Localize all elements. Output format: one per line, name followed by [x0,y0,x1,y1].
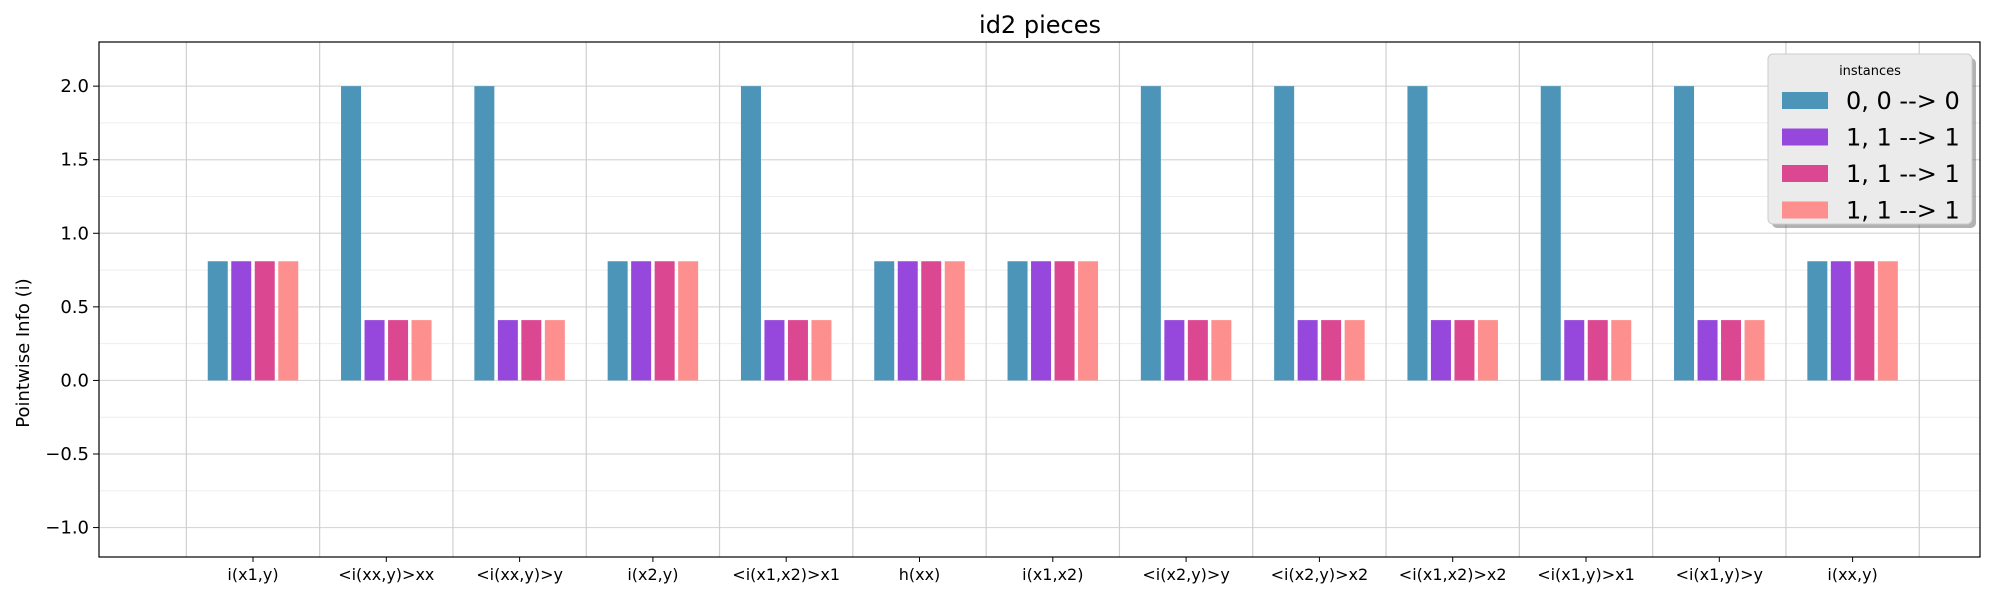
bar [921,261,942,381]
chart-title: id2 pieces [979,11,1101,39]
bar [787,320,808,381]
plot-frame [98,41,1981,558]
bar [1854,261,1875,381]
y-tick-label: −1.0 [45,518,89,539]
y-tick-label: 0.5 [60,297,89,318]
bar [1274,86,1295,381]
bar [1297,320,1318,381]
bar [1430,320,1451,381]
y-tick-label: 1.0 [60,223,89,244]
legend-entries: 0, 0 --> 0 1, 1 --> 1 1, 1 --> 1 1, 1 --> 1 [1782,87,1960,225]
x-tick-label: <i(xx,y)>xx [338,565,434,584]
bar [944,261,965,381]
bar [1031,261,1052,381]
bar [231,261,252,381]
x-tick-label: i(x2,y) [627,565,678,584]
x-tick-label: <i(x2,y)>y [1142,565,1229,584]
legend-swatch [1782,92,1828,109]
bar [544,320,565,381]
bar [364,320,385,381]
bar [1877,261,1898,381]
legend-swatch [1782,165,1828,182]
x-tick-label: <i(x1,y)>x1 [1537,565,1635,584]
bar [607,261,628,381]
y-tick-label: 0.0 [60,370,89,391]
x-tick-label: <i(x2,y)>x2 [1271,565,1369,584]
bar [1587,320,1608,381]
bar [474,86,495,381]
bar [497,320,518,381]
bar [1477,320,1498,381]
bar [1454,320,1475,381]
y-tick-label: 2.0 [60,76,89,97]
bar [764,320,785,381]
x-tick-label: h(xx) [899,565,941,584]
bar [1674,86,1695,381]
y-tick-label: −0.5 [45,444,89,465]
bar [1744,320,1765,381]
x-tick-label: i(xx,y) [1827,565,1877,584]
bar [207,261,228,381]
bar [1187,320,1208,381]
x-tick-label: <i(x1,x2)>x2 [1399,565,1507,584]
bar [1321,320,1342,381]
bar [1211,320,1232,381]
legend-label: 1, 1 --> 1 [1846,197,1960,225]
legend-label: 1, 1 --> 1 [1846,160,1960,188]
legend-title: instances [1839,64,1901,79]
bars [207,86,1898,381]
bar [1611,320,1632,381]
bar [631,261,652,381]
bar [1807,261,1828,381]
bar [740,86,761,381]
x-tick-label: i(x1,y) [227,565,278,584]
bar [811,320,832,381]
bar [521,320,542,381]
x-tick-label: i(x1,x2) [1022,565,1083,584]
x-tick-label: <i(x1,x2)>x1 [732,565,840,584]
bar [254,261,275,381]
bar [1697,320,1718,381]
x-tick-label: <i(xx,y)>y [476,565,563,584]
bar [1540,86,1561,381]
bar [654,261,675,381]
bar [1407,86,1428,381]
x-axis-ticks: i(x1,y) <i(xx,y)>xx <i(xx,y)>y i(x2,y) <i(x1… [227,557,1878,584]
y-tick-label: 1.5 [60,150,89,171]
bar [1054,261,1075,381]
bar [278,261,299,381]
y-axis-ticks: −1.0 −0.5 0.0 0.5 1.0 1.5 2.0 [45,76,99,539]
bar [874,261,895,381]
bar [897,261,918,381]
bar [411,320,432,381]
x-tick-label: <i(x1,y)>y [1676,565,1763,584]
bar [1344,320,1365,381]
bar [1078,261,1099,381]
legend-swatch [1782,128,1828,146]
legend: instances 0, 0 --> 0 1, 1 --> 1 1, 1 --> 1… [1767,53,1976,228]
bar [1721,320,1742,381]
y-axis-label: Pointwise Info (i) [13,278,34,427]
bar [1830,261,1851,381]
bar [678,261,699,381]
bar [1007,261,1028,381]
bar [1564,320,1585,381]
bar [1164,320,1185,381]
bar [1140,86,1161,381]
legend-label: 1, 1 --> 1 [1846,124,1960,152]
bar [341,86,362,381]
legend-swatch [1782,201,1828,219]
legend-label: 0, 0 --> 0 [1846,87,1960,115]
bar [388,320,409,381]
